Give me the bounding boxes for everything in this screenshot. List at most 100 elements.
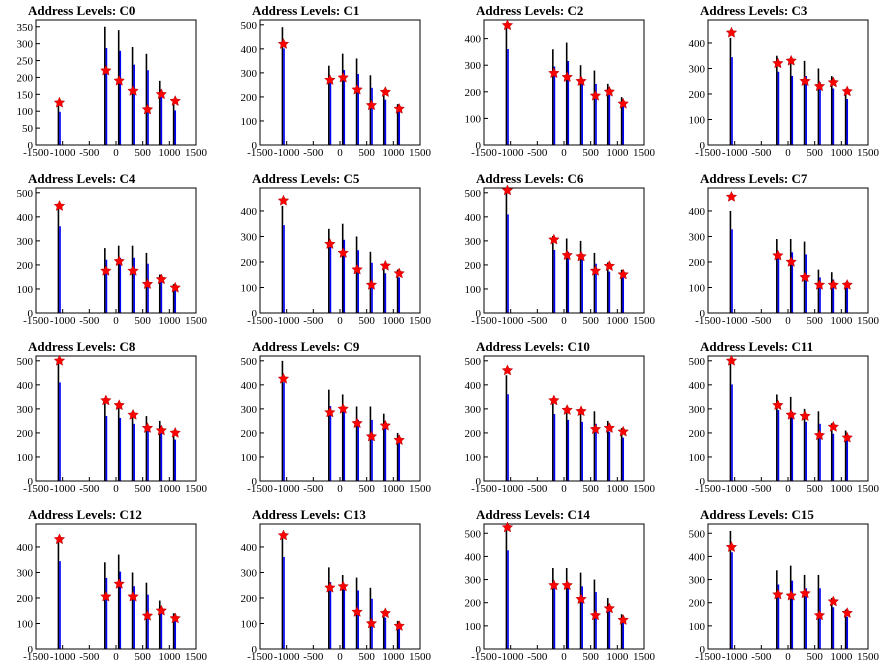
x-tick-label: 1500	[857, 483, 880, 495]
histogram-bar	[283, 225, 285, 313]
x-tick-label: 500	[134, 483, 151, 495]
histogram-bar	[145, 53, 148, 145]
histogram-bar	[104, 26, 106, 145]
histogram-bar	[846, 98, 849, 145]
x-tick-label: -1500	[695, 651, 721, 663]
histogram-bar	[384, 99, 387, 145]
histogram-bar	[396, 620, 399, 649]
peak-marker	[785, 54, 797, 66]
histogram-panel: Address Levels: C2 0 100 200 300 400 -1500 -100…	[448, 0, 672, 168]
histogram-bar	[174, 110, 177, 145]
y-tick-label: 500	[465, 356, 482, 368]
peak-marker	[501, 364, 514, 376]
histogram-bar	[382, 89, 385, 145]
histogram-bar	[119, 257, 122, 313]
x-tick-label: -1000	[498, 651, 524, 663]
x-tick-label: 0	[113, 315, 119, 327]
x-tick-label: -500	[527, 651, 548, 663]
peak-marker	[113, 255, 125, 267]
y-tick-label: 500	[689, 356, 706, 368]
histogram-bar	[791, 75, 794, 145]
histogram-bar	[729, 363, 732, 481]
x-tick-label: -1500	[471, 315, 497, 327]
histogram-bar	[281, 205, 284, 313]
x-tick-label: -500	[751, 651, 772, 663]
x-tick-label: 500	[582, 147, 599, 159]
y-tick-label: 200	[689, 89, 706, 101]
histogram-bar	[606, 83, 609, 145]
histogram-bar	[329, 582, 332, 649]
y-tick-label: 200	[465, 260, 482, 272]
y-tick-label: 250	[17, 56, 34, 68]
histogram-bar	[507, 49, 509, 145]
peak-marker	[351, 417, 363, 429]
x-tick-label: 500	[582, 651, 599, 663]
histogram-bar	[369, 75, 372, 145]
histogram-bar	[105, 415, 108, 481]
x-tick-label: 500	[358, 315, 375, 327]
x-tick-label: -1000	[498, 315, 524, 327]
histogram-bar	[133, 586, 135, 649]
peak-marker	[127, 590, 139, 602]
peak-marker	[53, 96, 66, 108]
histogram-bar	[172, 102, 175, 145]
x-tick-label: 1500	[857, 315, 880, 327]
histogram-bar	[731, 384, 733, 481]
histogram-bar	[357, 419, 359, 481]
x-tick-label: 1500	[409, 315, 432, 327]
histogram-bar	[776, 55, 778, 145]
x-tick-label: -1500	[247, 315, 273, 327]
y-tick-label: 300	[689, 63, 706, 75]
y-tick-label: 400	[17, 542, 34, 554]
histogram-bar	[777, 252, 780, 313]
histogram-bar	[832, 607, 835, 649]
y-tick-label: 0	[476, 140, 482, 152]
peak-marker	[575, 75, 587, 87]
y-tick-label: 100	[465, 284, 482, 296]
y-tick-label: 200	[17, 260, 34, 272]
y-tick-label: 100	[689, 114, 706, 126]
peak-marker	[100, 394, 112, 406]
histogram-bar	[119, 417, 122, 481]
peak-marker	[365, 430, 378, 442]
x-tick-label: 500	[358, 651, 375, 663]
peak-marker	[277, 194, 290, 206]
y-tick-label: 0	[700, 140, 706, 152]
histogram-bar	[281, 360, 284, 481]
histogram-bar	[57, 104, 60, 145]
histogram-bar	[396, 269, 399, 313]
histogram-bar	[595, 423, 597, 481]
x-tick-label: 0	[785, 651, 791, 663]
x-tick-label: -1000	[50, 483, 76, 495]
histogram-bar	[172, 613, 175, 649]
histogram-bar	[620, 269, 623, 313]
histogram-panel: Address Levels: C3 0 100 200 300 400 -1500 -100…	[672, 0, 896, 168]
x-tick-label: 1000	[382, 315, 405, 327]
histogram-bar	[552, 49, 554, 145]
histogram-plot: 0 100 200 300 400 500 -1500 -1000 -500 0 500 1000 15…	[17, 187, 208, 327]
histogram-bar	[283, 48, 285, 145]
y-tick-label: 200	[689, 598, 706, 610]
y-tick-label: 100	[465, 113, 482, 125]
x-tick-label: -500	[303, 147, 324, 159]
histogram-bar	[357, 250, 359, 313]
x-tick-label: 1500	[633, 483, 656, 495]
histogram-bar	[595, 83, 597, 145]
peak-marker	[617, 97, 629, 109]
histogram-bar	[608, 271, 611, 313]
y-tick-label: 0	[252, 644, 258, 656]
y-tick-label: 100	[17, 452, 34, 464]
peak-marker	[393, 267, 405, 279]
x-tick-label: -500	[79, 315, 100, 327]
histogram-plot: 0 100 200 300 400 500 -1500 -1000 -500 0 500 1000 15…	[689, 354, 880, 495]
histogram-plot: 0 100 200 300 400 -1500 -1000 -500 0 500 1000 1500	[689, 19, 880, 159]
histogram-bar	[565, 567, 568, 649]
peak-marker	[725, 541, 738, 552]
histogram-bar	[104, 401, 106, 481]
x-tick-label: 500	[806, 483, 823, 495]
histogram-bar	[606, 420, 609, 481]
y-tick-label: 300	[17, 39, 34, 51]
panel-title: Address Levels: C1	[252, 3, 360, 18]
x-tick-label: 1500	[185, 147, 208, 159]
histogram-bar	[620, 614, 623, 649]
